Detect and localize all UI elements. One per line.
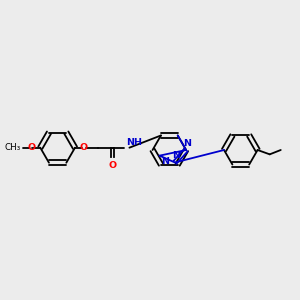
Text: O: O	[28, 143, 36, 152]
Text: NH: NH	[126, 137, 142, 146]
Text: N: N	[183, 139, 191, 148]
Text: N: N	[161, 157, 169, 166]
Text: N: N	[172, 152, 180, 160]
Text: CH₃: CH₃	[5, 143, 21, 152]
Text: O: O	[80, 143, 88, 152]
Text: O: O	[109, 161, 117, 170]
